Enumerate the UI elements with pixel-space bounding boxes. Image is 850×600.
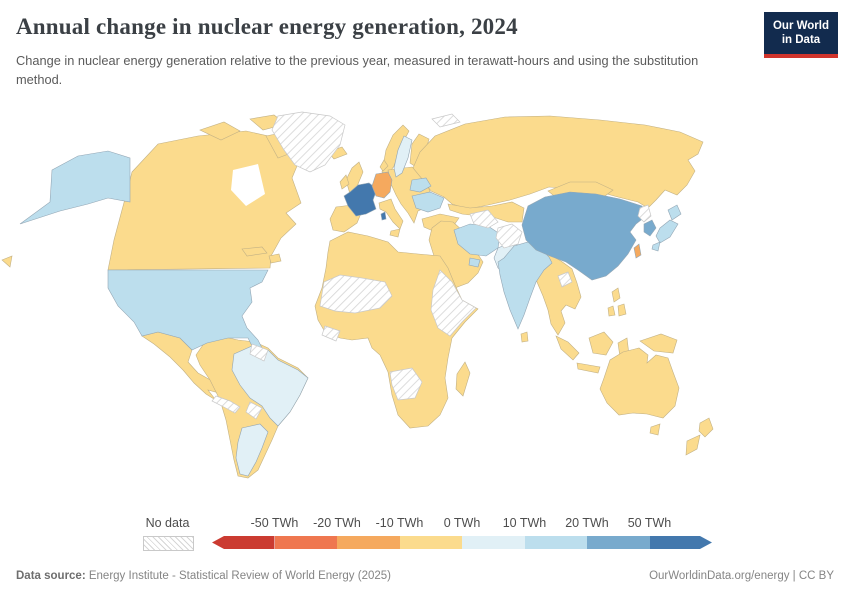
nodata-namibia-botswana[interactable]: [389, 367, 423, 401]
legend-tick-labels: -50 TWh -20 TWh -10 TWh 0 TWh 10 TWh 20 TWh 50…: [212, 516, 712, 532]
legend-tick-label: -20 TWh: [313, 516, 361, 530]
country-south-korea[interactable]: [643, 219, 657, 237]
legend-bin-0to10[interactable]: [462, 536, 525, 549]
country-ukraine[interactable]: [411, 191, 445, 213]
legend-bin-lt-50[interactable]: [212, 536, 275, 549]
legend-color-bar: [212, 536, 712, 549]
data-source-label: Data source:: [16, 570, 86, 582]
footer-link[interactable]: OurWorldinData.org/energy | CC BY: [649, 570, 834, 582]
nodata-guyana-suriname[interactable]: [249, 343, 269, 362]
world-choropleth-map: [1, 111, 714, 479]
legend-bin--20to-10[interactable]: [337, 536, 400, 549]
legend-tick-label: -50 TWh: [250, 516, 299, 530]
owid-logo[interactable]: Our World in Data: [764, 12, 838, 58]
country-brazil[interactable]: [231, 345, 309, 427]
nodata-sahel[interactable]: [319, 274, 393, 314]
data-source-value: Energy Institute - Statistical Review of…: [85, 570, 391, 582]
nodata-afghanistan[interactable]: [495, 223, 523, 249]
country-france-corsica[interactable]: [380, 211, 387, 221]
nodata-svalbard[interactable]: [431, 113, 461, 128]
legend-no-data-swatch[interactable]: [143, 536, 194, 551]
country-argentina[interactable]: [235, 423, 269, 477]
map-landmass-italy[interactable]: [378, 198, 404, 238]
country-united-states[interactable]: [107, 269, 269, 353]
legend-bin--10to0[interactable]: [399, 536, 462, 549]
legend-tick-label: 10 TWh: [502, 516, 547, 530]
country-alaska[interactable]: [19, 150, 131, 225]
legend-bin-gt50[interactable]: [650, 536, 713, 549]
legend-bin--50to-20[interactable]: [274, 536, 337, 549]
nodata-paraguay[interactable]: [245, 401, 263, 420]
legend-bin-10to20[interactable]: [524, 536, 587, 549]
country-taiwan[interactable]: [633, 243, 642, 259]
nodata-north-korea[interactable]: [637, 204, 652, 223]
legend-tick-label: 0 TWh: [443, 516, 481, 530]
legend-tick-label: 20 TWh: [565, 516, 609, 530]
legend-tick-label: -10 TWh: [375, 516, 424, 530]
map-landmass-philippines[interactable]: [607, 287, 627, 317]
chart-subtitle: Change in nuclear energy generation rela…: [16, 53, 699, 87]
map-landmass-southeast-asia[interactable]: [532, 251, 582, 336]
map-legend: No data -50 TWh -20 TWh -10 TWh 0 TWh 10 TWh…: [143, 516, 723, 552]
country-united-arab-emirates[interactable]: [468, 257, 481, 268]
country-sweden[interactable]: [393, 135, 413, 178]
nodata-horn-of-africa[interactable]: [430, 269, 477, 337]
data-source-text: Data source: Energy Institute - Statisti…: [16, 570, 391, 582]
legend-tick-label: 50 TWh: [627, 516, 672, 530]
country-belarus[interactable]: [409, 177, 432, 193]
nodata-greenland[interactable]: [271, 111, 346, 173]
map-landmass-sri-lanka[interactable]: [520, 331, 529, 343]
legend-bin-20to50[interactable]: [587, 536, 650, 549]
map-landmass-canada[interactable]: [107, 130, 303, 271]
owid-logo-line1: Our World: [772, 20, 829, 32]
map-landmass-madagascar[interactable]: [455, 361, 471, 397]
nodata-laos[interactable]: [557, 271, 573, 288]
nodata-turkmenistan[interactable]: [469, 209, 499, 229]
map-landmass-denmark[interactable]: [379, 159, 389, 172]
country-china[interactable]: [521, 191, 647, 281]
owid-logo-line2: in Data: [781, 34, 821, 47]
nodata-central-america[interactable]: [211, 395, 241, 414]
country-germany[interactable]: [371, 171, 393, 199]
map-landmass-new-zealand[interactable]: [685, 417, 714, 456]
chart-title: Annual change in nuclear energy generati…: [16, 14, 518, 39]
chart-footer: Data source: Energy Institute - Statisti…: [16, 570, 834, 582]
map-landmass-indonesia[interactable]: [555, 331, 678, 374]
map-landmass-caribbean[interactable]: [241, 246, 282, 264]
hudson-bay: [231, 164, 265, 206]
map-landmass-ireland[interactable]: [339, 174, 350, 190]
legend-no-data-label: No data: [145, 516, 190, 530]
country-france[interactable]: [343, 182, 378, 217]
map-landmass-australia[interactable]: [599, 347, 680, 436]
nodata-west-africa[interactable]: [321, 325, 341, 342]
country-japan[interactable]: [651, 204, 682, 252]
map-landmass-sliver: [1, 255, 13, 268]
